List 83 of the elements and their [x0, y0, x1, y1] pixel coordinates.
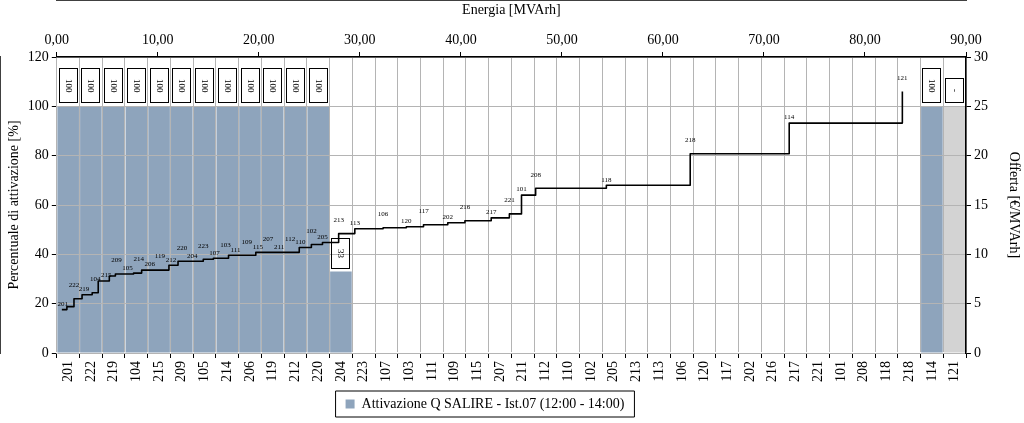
- y-axis-title: Percentuale di attivazione [%]: [6, 120, 22, 290]
- x-tick-label: 223: [355, 361, 371, 382]
- x-tick-label: 104: [128, 361, 144, 382]
- x-tick-label: 120: [696, 361, 712, 382]
- data-label: 100: [926, 78, 938, 93]
- data-label: 100: [221, 78, 233, 93]
- x-tick-label: 217: [787, 361, 803, 382]
- x-tick-label: 109: [446, 361, 462, 382]
- x-tick-label: 211: [514, 361, 530, 382]
- x-tick-label: 121: [946, 361, 962, 382]
- y-tick-label: 40: [34, 246, 49, 262]
- data-label: 100: [176, 78, 188, 93]
- y-tick-label: 120: [27, 48, 49, 64]
- y-tick-label: 20: [974, 147, 988, 163]
- data-label: 100: [153, 78, 165, 93]
- x-tick-label: 80,00: [849, 32, 881, 48]
- x-tick-label: 10,00: [142, 32, 174, 48]
- data-label: 100: [85, 78, 97, 93]
- x-tick-label: 20,00: [243, 32, 275, 48]
- x-tick-label: 103: [400, 361, 416, 382]
- y-tick-label: 100: [27, 98, 49, 114]
- x-tick-label: 209: [173, 361, 189, 382]
- x-tick-label: 205: [605, 361, 621, 382]
- y-axis-title: Offerta [€/MVArh]: [1006, 151, 1022, 259]
- x-tick-label: 119: [264, 361, 280, 382]
- data-label: 33: [335, 248, 347, 258]
- legend-label: Attivazione Q SALIRE - Ist.07 (12:00 - 14:00): [361, 395, 625, 412]
- x-tick-label: 202: [741, 361, 757, 382]
- x-tick-label: 106: [673, 361, 689, 382]
- x-tick-label: 113: [650, 361, 666, 382]
- x-tick-label: 30,00: [344, 32, 376, 48]
- x-tick-label: 0,00: [44, 32, 70, 48]
- x-tick-label: 208: [855, 361, 871, 382]
- x-tick-label: 215: [150, 361, 166, 382]
- x-tick-label: 111: [423, 361, 439, 381]
- x-tick-label: 115: [468, 361, 484, 382]
- x-tick-label: 219: [105, 361, 121, 382]
- y-tick-label: 80: [34, 147, 49, 163]
- data-label: 100: [62, 78, 74, 93]
- x-tick-label: 107: [378, 361, 394, 382]
- x-axis-title: Energia [MVArh]: [462, 2, 561, 18]
- y-tick-label: 60: [34, 196, 49, 212]
- data-label: 100: [244, 78, 256, 93]
- x-tick-label: 201: [59, 361, 75, 382]
- x-tick-label: 118: [878, 361, 894, 382]
- data-label: 100: [289, 78, 301, 93]
- x-tick-label: 102: [582, 361, 598, 382]
- data-label: 100: [130, 78, 142, 93]
- x-tick-label: 60,00: [647, 32, 679, 48]
- x-tick-label: 213: [628, 361, 644, 382]
- x-tick-label: 114: [923, 361, 939, 382]
- y-tick-label: 0: [41, 344, 49, 360]
- x-tick-label: 222: [82, 361, 98, 382]
- y-tick-label: 10: [974, 246, 988, 262]
- x-tick-label: 101: [832, 361, 848, 382]
- x-tick-label: 216: [764, 361, 780, 382]
- x-tick-label: 40,00: [445, 32, 477, 48]
- y-tick-label: 30: [974, 48, 988, 64]
- x-tick-label: 70,00: [748, 32, 780, 48]
- y-tick-label: 15: [974, 196, 988, 212]
- x-tick-label: 220: [309, 361, 325, 382]
- x-tick-label: 90,00: [950, 32, 982, 48]
- y-tick-label: 5: [974, 295, 981, 311]
- x-tick-label: 110: [559, 361, 575, 382]
- data-label: 100: [108, 78, 120, 93]
- y-tick-label: 0: [974, 344, 981, 360]
- data-label: 100: [312, 78, 324, 93]
- x-tick-label: 218: [900, 361, 916, 382]
- data-label: 100: [267, 78, 279, 93]
- x-tick-label: 212: [287, 361, 303, 382]
- x-tick-label: 207: [491, 361, 507, 382]
- data-label: -: [949, 89, 961, 93]
- x-tick-label: 204: [332, 361, 348, 382]
- data-label: 100: [199, 78, 211, 93]
- x-tick-label: 112: [537, 361, 553, 382]
- x-tick-label: 206: [241, 361, 257, 382]
- x-tick-label: 214: [218, 361, 234, 382]
- y-tick-label: 20: [34, 295, 49, 311]
- x-tick-label: 50,00: [546, 32, 578, 48]
- x-tick-label: 105: [196, 361, 212, 382]
- x-tick-label: 117: [719, 361, 735, 382]
- x-tick-label: 221: [809, 361, 825, 382]
- y-tick-label: 25: [974, 98, 988, 114]
